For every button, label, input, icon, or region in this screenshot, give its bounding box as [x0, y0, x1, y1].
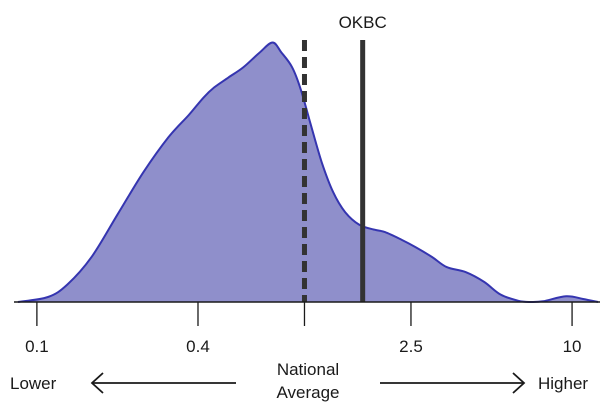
- national-label: National: [277, 360, 339, 379]
- right-arrow-head-icon: [512, 372, 526, 394]
- average-label: Average: [276, 383, 339, 402]
- density-area: [18, 42, 598, 303]
- density-area-layer: [17, 41, 599, 304]
- lower-label: Lower: [10, 374, 57, 393]
- x-tick-label: 10: [563, 337, 582, 356]
- x-axis-ticks: 0.1 0.4 2.5 10: [25, 302, 582, 356]
- okbc-label: OKBC: [339, 13, 387, 32]
- x-tick-label: 0.1: [25, 337, 49, 356]
- x-tick-label: 0.4: [186, 337, 210, 356]
- x-tick-label: 2.5: [399, 337, 423, 356]
- left-arrow-head-icon: [90, 372, 104, 394]
- direction-legend: Lower National Average Higher: [10, 360, 588, 402]
- reference-lines: [301, 40, 366, 302]
- density-outline: [17, 41, 599, 304]
- higher-label: Higher: [538, 374, 588, 393]
